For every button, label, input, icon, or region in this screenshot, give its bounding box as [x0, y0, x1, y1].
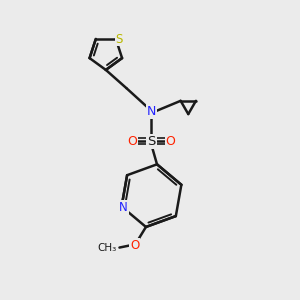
Text: O: O	[166, 135, 176, 148]
Text: N: N	[119, 201, 128, 214]
Text: CH₃: CH₃	[97, 243, 116, 253]
Text: S: S	[147, 135, 156, 148]
Text: O: O	[130, 239, 140, 252]
Text: S: S	[116, 32, 123, 46]
Text: O: O	[128, 135, 137, 148]
Text: N: N	[147, 105, 156, 118]
